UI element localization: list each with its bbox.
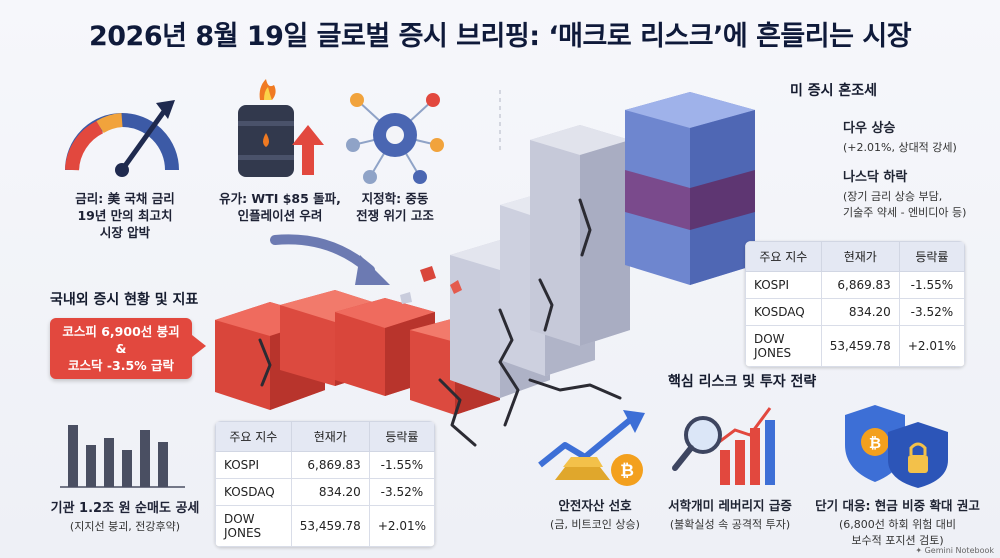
gears-icon: [346, 93, 444, 184]
table-row: DOW JONES 53,459.78 +2.01%: [215, 505, 435, 547]
table-header-name: 주요 지수: [745, 241, 822, 272]
table-row: DOW JONES 53,459.78 +2.01%: [745, 325, 965, 367]
table-header-price: 현재가: [820, 241, 900, 272]
strategy-safe-asset: 안전자산 선호 (금, 비트코인 상승): [550, 498, 640, 531]
kospi-crash-alert: 코스피 6,900선 붕괴 & 코스닥 -3.5% 급락: [50, 318, 192, 379]
strategy-cash: 단기 대응: 현금 비중 확대 권고 (6,800선 하회 위험 대비 보수적 …: [815, 498, 980, 547]
curved-arrow-icon: [270, 234, 390, 285]
table-row: KOSDAQ 834.20 -3.52%: [745, 298, 965, 326]
alert-pointer-icon: [192, 335, 206, 357]
table-row: KOSPI 6,869.83 -1.55%: [745, 271, 965, 299]
table-row: KOSPI 6,869.83 -1.55%: [215, 451, 435, 479]
oil-barrel-icon: [238, 79, 324, 177]
gauge-arrow-icon: [65, 100, 179, 177]
nasdaq-summary: 나스닥 하락 (장기 금리 상승 부담, 기술주 약세 - 엔비디아 등): [843, 170, 967, 219]
gold-bitcoin-icon: ₿: [538, 410, 645, 486]
factor-rate-caption: 금리: 美 국채 금리 19년 만의 최고치 시장 압박: [75, 191, 175, 240]
svg-text:₿: ₿: [620, 461, 634, 481]
page-title: 2026년 8월 19일 글로벌 증시 브리핑: ‘매크로 리스크’에 흔들리는…: [88, 21, 912, 52]
factor-oil-caption: 유가: WTI $85 돌파, 인플레이션 우려: [219, 191, 341, 223]
table-header-price: 현재가: [290, 421, 370, 452]
magnifier-chart-icon: [672, 407, 775, 485]
selling-bars-icon: [60, 425, 185, 488]
table-header-change: 등락률: [898, 241, 965, 272]
svg-text:₿: ₿: [869, 434, 881, 452]
index-table-right: 주요 지수 현재가 등락률 KOSPI 6,869.83 -1.55% KOSD…: [745, 241, 965, 367]
crumbling-market-illustration: [215, 90, 755, 447]
strategy-leverage: 서학개미 레버리지 급증 (불확실성 속 공격적 투자): [668, 498, 792, 531]
sparkle-icon: ✦: [915, 546, 923, 555]
dow-summary: 다우 상승 (+2.01%, 상대적 강세): [843, 121, 957, 154]
table-header-change: 등락률: [368, 421, 435, 452]
factor-geopolitics-caption: 지정학: 중동 전쟁 위기 고조: [356, 191, 434, 223]
table-row: KOSDAQ 834.20 -3.52%: [215, 478, 435, 506]
table-header-name: 주요 지수: [215, 421, 292, 452]
institution-selling-caption: 기관 1.2조 원 순매도 공세 (지지선 붕괴, 전강후약): [50, 501, 200, 533]
strategy-section-title: 핵심 리스크 및 투자 전략: [668, 374, 817, 390]
us-section-title: 미 증시 혼조세: [790, 83, 878, 99]
index-table-left: 주요 지수 현재가 등락률 KOSPI 6,869.83 -1.55% KOSD…: [215, 421, 435, 547]
domestic-section-title: 국내외 증시 현황 및 지표: [50, 292, 199, 308]
shield-lock-icon: ₿: [845, 405, 948, 488]
footer-watermark: ✦ Gemini Notebook: [915, 546, 994, 555]
